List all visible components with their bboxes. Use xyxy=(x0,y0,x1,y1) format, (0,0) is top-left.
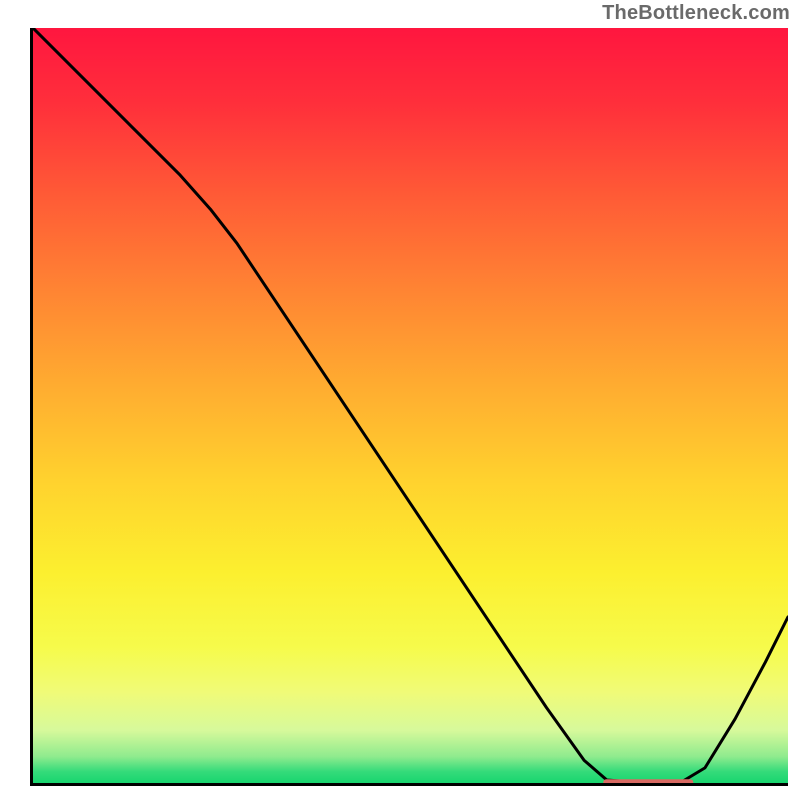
watermark-text: TheBottleneck.com xyxy=(602,2,790,25)
plot-inner xyxy=(33,28,788,783)
optimal-range-marker xyxy=(604,779,693,783)
plot-area xyxy=(30,28,788,786)
bottleneck-curve xyxy=(33,28,788,783)
bottleneck-curve-svg xyxy=(33,28,788,783)
